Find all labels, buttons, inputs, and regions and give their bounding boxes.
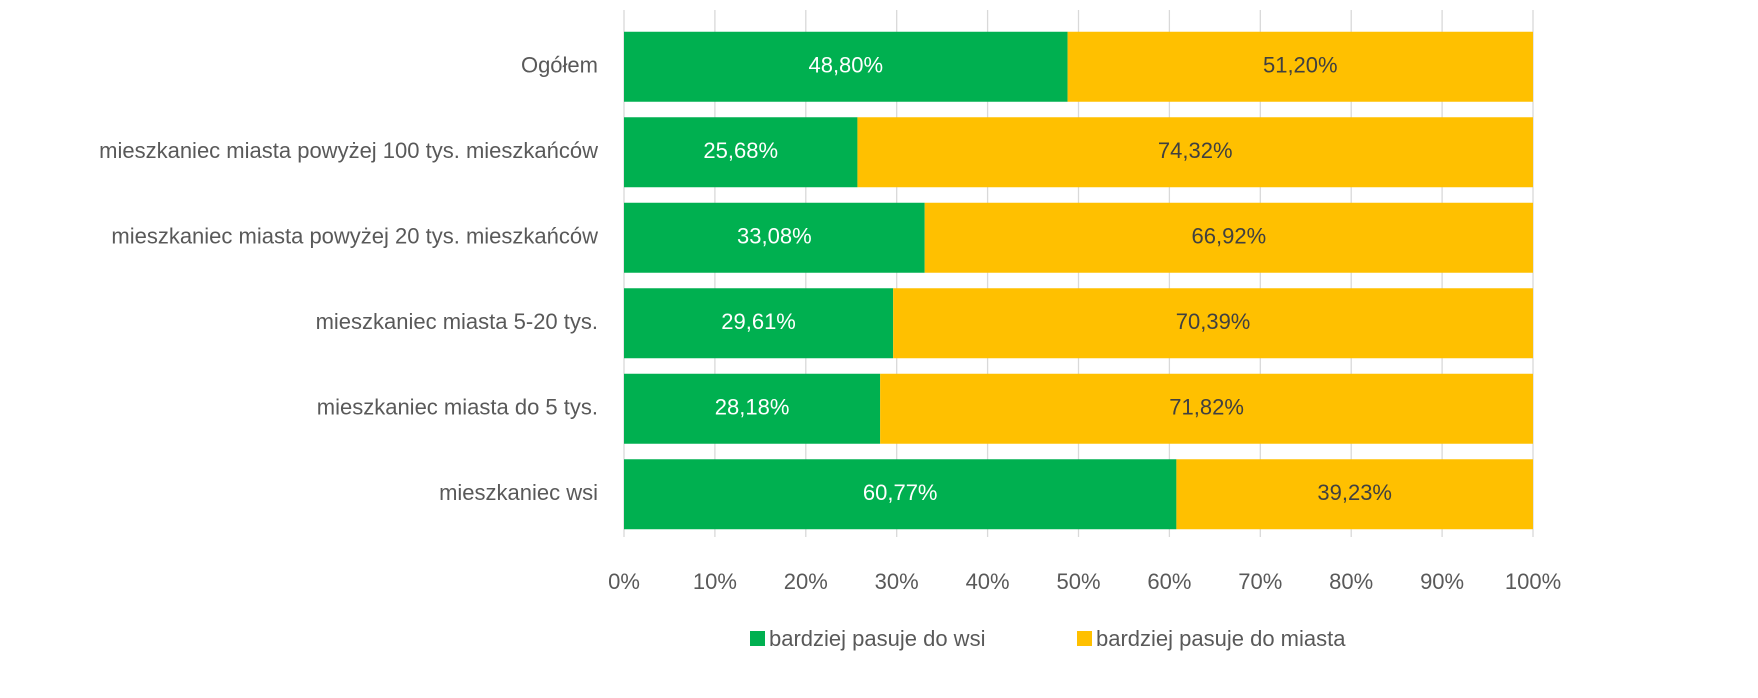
bar-segment xyxy=(624,459,1177,530)
data-label: 71,82% xyxy=(1169,395,1244,420)
y-tick-label: mieszkaniec miasta powyżej 20 tys. miesz… xyxy=(111,224,598,249)
data-label: 51,20% xyxy=(1263,53,1338,78)
x-tick-label: 90% xyxy=(1420,569,1464,594)
data-label: 70,39% xyxy=(1176,309,1251,334)
bar-segment xyxy=(857,117,1533,188)
bar-segment xyxy=(624,202,925,273)
x-tick-label: 80% xyxy=(1329,569,1373,594)
x-tick-label: 60% xyxy=(1147,569,1191,594)
x-tick-label: 0% xyxy=(608,569,640,594)
y-tick-label: mieszkaniec wsi xyxy=(439,480,598,505)
bar-segment xyxy=(624,373,881,444)
bar-segment xyxy=(1176,459,1533,530)
legend-swatch xyxy=(1077,631,1092,646)
x-tick-label: 10% xyxy=(693,569,737,594)
y-tick-label: Ogółem xyxy=(521,53,598,78)
x-tick-label: 50% xyxy=(1056,569,1100,594)
data-label: 33,08% xyxy=(737,224,812,249)
x-tick-label: 30% xyxy=(875,569,919,594)
data-label: 29,61% xyxy=(721,309,796,334)
bar-segment xyxy=(624,288,894,359)
bar-segment xyxy=(924,202,1533,273)
data-label: 25,68% xyxy=(703,138,778,163)
y-tick-label: mieszkaniec miasta do 5 tys. xyxy=(317,395,598,420)
data-label: 28,18% xyxy=(715,395,790,420)
x-tick-label: 100% xyxy=(1505,569,1561,594)
bar-segment xyxy=(893,288,1533,359)
legend-swatch xyxy=(750,631,765,646)
bar-segment xyxy=(624,31,1068,102)
bar-segment xyxy=(624,117,858,188)
legend-label: bardziej pasuje do miasta xyxy=(1096,626,1346,651)
x-tick-label: 20% xyxy=(784,569,828,594)
y-tick-label: mieszkaniec miasta 5-20 tys. xyxy=(316,309,598,334)
bar-segment xyxy=(1067,31,1533,102)
data-label: 39,23% xyxy=(1317,480,1392,505)
data-label: 66,92% xyxy=(1192,224,1267,249)
data-label: 48,80% xyxy=(808,53,883,78)
x-tick-label: 70% xyxy=(1238,569,1282,594)
data-label: 74,32% xyxy=(1158,138,1233,163)
data-label: 60,77% xyxy=(863,480,938,505)
legend-label: bardziej pasuje do wsi xyxy=(769,626,985,651)
y-tick-label: mieszkaniec miasta powyżej 100 tys. mies… xyxy=(99,138,598,163)
x-tick-label: 40% xyxy=(966,569,1010,594)
bar-segment xyxy=(880,373,1533,444)
